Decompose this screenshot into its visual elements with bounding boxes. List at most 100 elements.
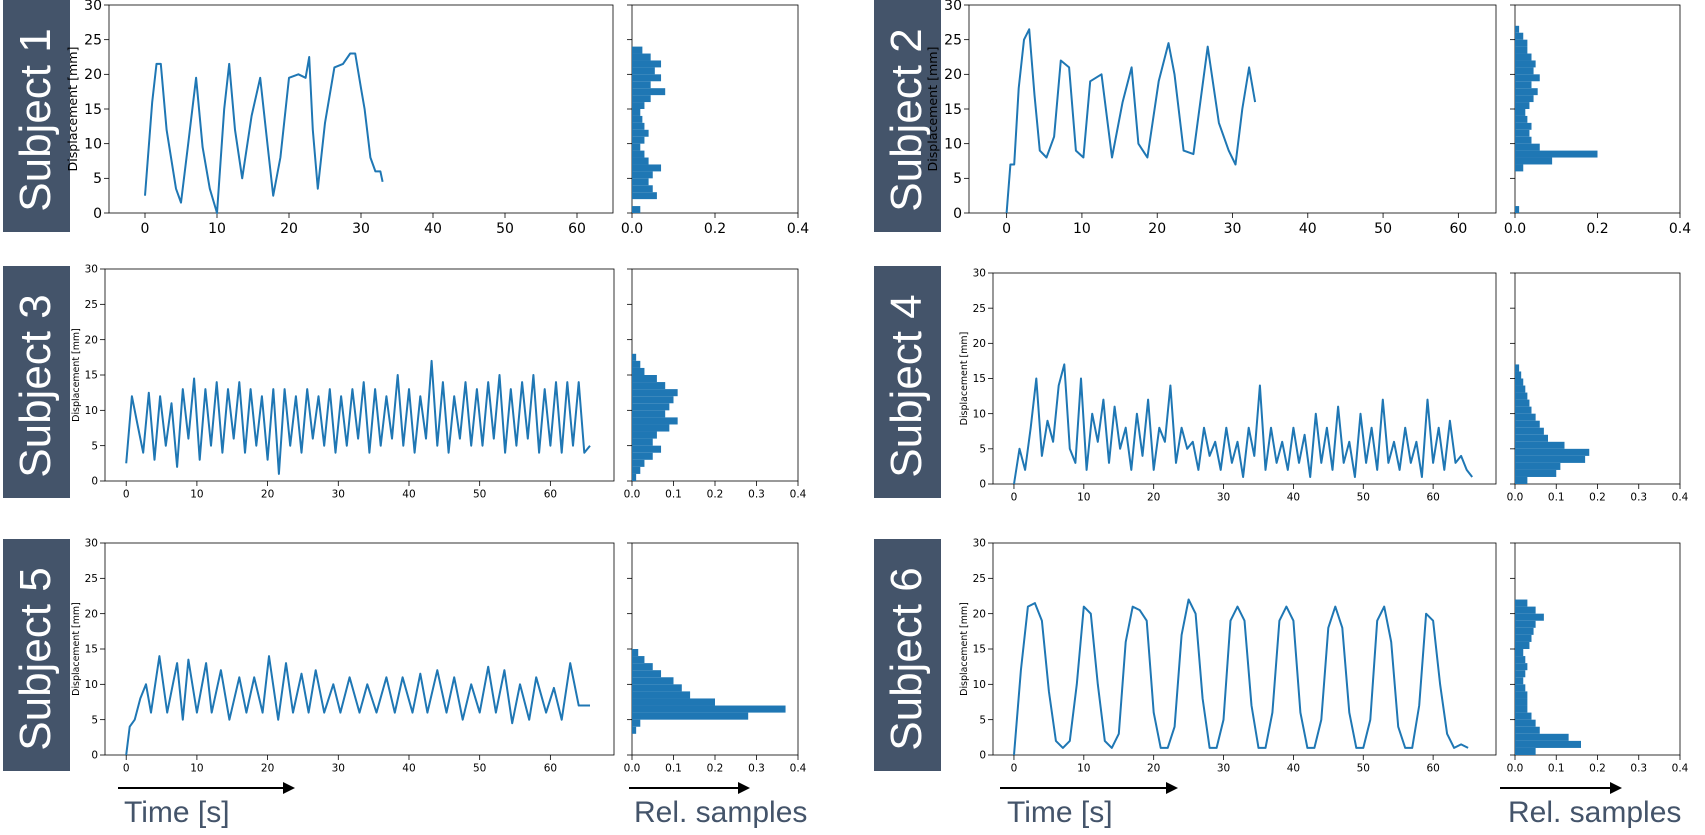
y-tick-label: 15 — [944, 102, 962, 118]
histogram-bar — [1515, 399, 1530, 407]
histogram-bar — [1515, 115, 1528, 123]
y-tick-label: 0 — [979, 479, 986, 491]
histogram-bar — [632, 136, 645, 144]
line-plot: 0 10 20 30 40 50 60 0 5 10 15 20 25 30 Displacement [m… — [65, 0, 614, 237]
histogram-bar — [1515, 733, 1569, 741]
x-tick-label: 0 — [141, 221, 150, 237]
histogram-bar — [632, 417, 678, 425]
y-tick-label: 0 — [91, 476, 98, 488]
y-tick-label: 30 — [84, 0, 102, 14]
x-tick-label: 0.2 — [1589, 492, 1606, 504]
x-tick-label: 0.1 — [1548, 492, 1565, 504]
histogram-bar — [1515, 462, 1561, 470]
histogram-bar — [632, 382, 666, 390]
histogram-bar — [1515, 476, 1528, 484]
histogram-bar — [632, 712, 749, 720]
subject-title: Subject 2 — [882, 28, 931, 211]
line-plot: 0 10 20 30 40 50 60 0 5 10 15 20 25 30 Displacement [m… — [925, 0, 1497, 237]
y-tick-label: 20 — [84, 67, 102, 83]
histogram-bar — [1515, 740, 1581, 748]
histogram-bar — [1515, 469, 1557, 477]
histogram: 0.0 0.1 0.2 0.3 0.4 — [624, 268, 807, 501]
histogram-bar — [1515, 691, 1528, 699]
rel-samples-caption-left: Rel. samples — [634, 796, 807, 829]
histogram-bar — [1515, 157, 1553, 165]
y-tick-label: 10 — [944, 137, 962, 153]
plot-frame — [108, 4, 614, 214]
y-tick-label: 20 — [944, 67, 962, 83]
time-arrow-right-head — [1166, 782, 1178, 794]
x-tick-label: 0.3 — [748, 489, 765, 501]
displacement-line — [1013, 598, 1469, 756]
y-tick-label: 25 — [973, 303, 986, 315]
histogram-bar — [632, 115, 643, 123]
histogram-bar — [632, 129, 649, 137]
x-tick-label: 0.3 — [748, 763, 765, 775]
histogram-bar — [1515, 413, 1536, 421]
x-tick-label: 10 — [1077, 763, 1090, 775]
x-tick-label: 20 — [1147, 763, 1160, 775]
histogram-bar — [632, 67, 655, 75]
line-plot: 0 10 20 30 40 50 60 0 5 10 15 20 25 30 Displacement [m… — [959, 538, 1497, 775]
histogram-bar — [632, 726, 637, 734]
histogram-bar — [1515, 684, 1526, 692]
x-tick-label: 0.2 — [704, 221, 726, 237]
histogram-bar — [632, 360, 641, 368]
y-tick-label: 5 — [93, 171, 102, 187]
x-tick-label: 20 — [1148, 221, 1166, 237]
histogram-bar — [632, 192, 657, 200]
x-tick-label: 10 — [208, 221, 226, 237]
histogram-bar — [1515, 150, 1598, 158]
histogram-frame — [631, 542, 799, 756]
y-tick-label: 25 — [944, 33, 962, 49]
y-tick-label: 25 — [85, 299, 98, 311]
x-tick-label: 30 — [1217, 763, 1230, 775]
histogram-bar — [632, 375, 657, 383]
histogram-bar — [1515, 634, 1532, 642]
x-tick-label: 10 — [190, 489, 203, 501]
histogram-bar — [632, 353, 637, 361]
y-tick-label: 30 — [85, 538, 98, 550]
histogram-bar — [1515, 677, 1524, 685]
histogram-bar — [632, 74, 662, 82]
x-tick-label: 0 — [1011, 763, 1018, 775]
histogram-bar — [1515, 726, 1540, 734]
y-tick-label: 15 — [84, 102, 102, 118]
histogram-bar — [632, 171, 653, 179]
histogram-bar — [632, 95, 651, 103]
histogram-bar — [632, 185, 653, 193]
rel-samples-caption-right: Rel. samples — [1508, 796, 1681, 829]
line-plot: 0 10 20 30 40 50 60 0 5 10 15 20 25 30 Displacement [m… — [959, 268, 1497, 504]
histogram-bar — [632, 178, 649, 186]
subject-title: Subject 1 — [11, 28, 60, 211]
histogram-bar — [1515, 32, 1524, 40]
histogram-frame — [1514, 4, 1681, 214]
histogram-bar — [632, 389, 678, 397]
histogram: 0.0 0.1 0.2 0.3 0.4 — [1507, 272, 1689, 504]
x-tick-label: 50 — [1357, 492, 1370, 504]
x-tick-label: 0.1 — [1548, 763, 1565, 775]
x-tick-label: 0.2 — [707, 763, 724, 775]
y-tick-label: 5 — [91, 440, 98, 452]
histogram-bar — [632, 403, 670, 411]
y-axis-label: Displacement [mm] — [925, 47, 940, 172]
histogram: 0.0 0.1 0.2 0.3 0.4 — [624, 542, 807, 775]
x-tick-label: 30 — [352, 221, 370, 237]
histogram-bar — [632, 677, 674, 685]
histogram-bar — [1515, 122, 1532, 130]
x-tick-label: 60 — [544, 763, 557, 775]
histogram-bar — [632, 164, 662, 172]
y-tick-label: 0 — [93, 206, 102, 222]
subject-title: Subject 4 — [882, 294, 931, 477]
x-tick-label: 60 — [568, 221, 586, 237]
y-tick-label: 25 — [973, 573, 986, 585]
histogram-bar — [632, 459, 645, 467]
time-arrow-left-head — [283, 782, 295, 794]
x-tick-label: 0 — [1002, 221, 1011, 237]
histogram-bar — [1515, 627, 1534, 635]
x-tick-label: 0.4 — [790, 489, 807, 501]
histogram-bar — [1515, 747, 1536, 755]
x-tick-label: 0.2 — [1586, 221, 1608, 237]
